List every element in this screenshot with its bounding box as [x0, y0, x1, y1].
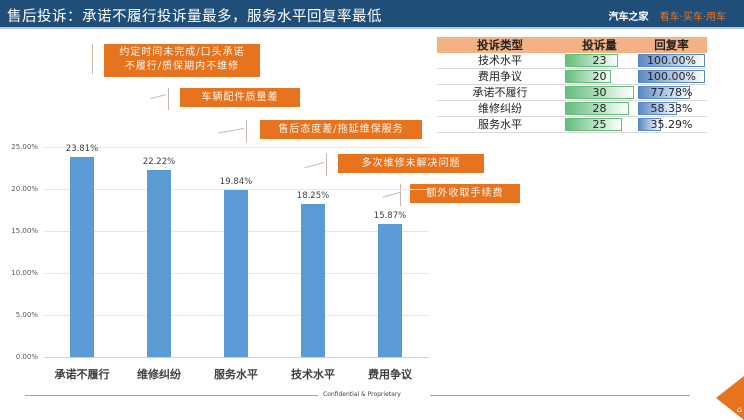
x-category-label: 技术水平 — [291, 368, 335, 381]
x-category-label: 维修纠纷 — [137, 368, 181, 381]
table-row: 费用争议 20 100.00% — [437, 68, 707, 85]
callout-text: 约定时间未完成/口头承诺 — [119, 47, 245, 58]
gridline — [44, 147, 429, 148]
footer-divider — [430, 395, 690, 396]
cell-count: 20 — [563, 68, 636, 85]
table-row: 服务水平 25 35.29% — [437, 116, 707, 133]
footer-divider — [25, 395, 318, 396]
callout-leader — [246, 120, 247, 142]
cell-type: 服务水平 — [437, 116, 563, 133]
cell-count: 23 — [563, 53, 636, 69]
bar — [70, 157, 94, 357]
y-tick: 5.00% — [15, 311, 38, 319]
bar — [147, 170, 171, 357]
home-icon[interactable]: ⌂ — [736, 405, 742, 414]
x-category-label: 服务水平 — [214, 368, 258, 381]
y-tick: 15.00% — [11, 227, 38, 235]
rate-databar — [638, 54, 705, 67]
bar — [378, 224, 402, 357]
header-count: 投诉量 — [563, 37, 636, 53]
callout-leader — [168, 88, 169, 110]
y-tick: 20.00% — [11, 185, 38, 193]
rate-databar — [638, 102, 677, 115]
bar-value-label: 23.81% — [65, 144, 99, 154]
bar-chart: 25.00% 20.00% 15.00% 10.00% 5.00% 0.00% … — [0, 140, 440, 385]
cell-rate: 100.00% — [636, 68, 707, 85]
callout-box: 额外收取手续费 — [410, 184, 520, 203]
callout-leader — [326, 154, 327, 176]
cell-type: 技术水平 — [437, 53, 563, 69]
complaint-table: 投诉类型 投诉量 回复率 技术水平 23 100.00% 费用争议 20 100… — [437, 37, 707, 133]
count-databar — [565, 70, 612, 83]
bar-value-label: 19.84% — [219, 177, 253, 187]
callout-leader — [218, 128, 245, 134]
callout-box: 多次维修未解决问题 — [338, 154, 484, 173]
callout-text: 车辆配件质量差 — [201, 92, 279, 103]
callout-leader — [92, 44, 93, 74]
cell-type: 费用争议 — [437, 68, 563, 85]
cell-rate: 58.33% — [636, 100, 707, 117]
callout-text: 额外收取手续费 — [426, 188, 504, 199]
callout-text: 多次维修未解决问题 — [361, 158, 461, 169]
brand-name: 汽车之家 — [608, 12, 649, 23]
callout-leader — [400, 184, 401, 206]
brand-slogan: 看车·买车·用车 — [659, 12, 726, 23]
brand-logo: 汽车之家 看车·买车·用车 — [608, 8, 726, 23]
header-rate: 回复率 — [636, 37, 707, 53]
table-header-row: 投诉类型 投诉量 回复率 — [437, 37, 707, 53]
cell-count: 30 — [563, 84, 636, 101]
y-tick: 0.00% — [15, 353, 38, 361]
cell-type: 承诺不履行 — [437, 84, 563, 101]
gridline — [44, 189, 429, 190]
rate-databar — [638, 70, 705, 83]
callout-text: 售后态度差/拖延维保服务 — [278, 124, 404, 135]
callout-box: 约定时间未完成/口头承诺 不履行/质保期内不维修 — [104, 44, 260, 77]
page-title: 售后投诉：承诺不履行投诉量最多，服务水平回复率最低 — [7, 9, 382, 25]
cell-rate: 77.78% — [636, 84, 707, 101]
count-databar — [565, 118, 623, 131]
cell-count: 25 — [563, 116, 636, 133]
rate-databar — [638, 118, 662, 131]
x-category-label: 承诺不履行 — [54, 368, 110, 381]
bar — [301, 204, 325, 357]
bar — [224, 190, 248, 357]
table-row: 技术水平 23 100.00% — [437, 53, 707, 69]
y-tick: 25.00% — [11, 143, 38, 151]
callout-box: 车辆配件质量差 — [180, 88, 300, 107]
count-databar — [565, 102, 630, 115]
cell-rate: 100.00% — [636, 53, 707, 69]
table-row: 维修纠纷 28 58.33% — [437, 100, 707, 117]
count-databar — [565, 54, 619, 67]
x-axis — [44, 357, 429, 358]
count-databar — [565, 86, 634, 99]
callout-box: 售后态度差/拖延维保服务 — [260, 120, 422, 139]
bar-value-label: 18.25% — [296, 191, 330, 201]
callout-text: 不履行/质保期内不维修 — [124, 61, 240, 72]
rate-databar — [638, 86, 691, 99]
cell-count: 28 — [563, 100, 636, 117]
x-category-label: 费用争议 — [368, 368, 412, 381]
bar-value-label: 15.87% — [373, 211, 407, 221]
callout-leader — [150, 94, 167, 100]
header-bar: 售后投诉：承诺不履行投诉量最多，服务水平回复率最低 汽车之家 看车·买车·用车 — [0, 0, 744, 29]
corner-tab[interactable] — [716, 376, 744, 420]
header-type: 投诉类型 — [437, 37, 563, 53]
y-tick: 10.00% — [11, 269, 38, 277]
cell-type: 维修纠纷 — [437, 100, 563, 117]
bar-value-label: 22.22% — [142, 157, 176, 167]
footer-confidential: Confidential & Proprietary — [323, 391, 401, 398]
table-row: 承诺不履行 30 77.78% — [437, 84, 707, 101]
cell-rate: 35.29% — [636, 116, 707, 133]
